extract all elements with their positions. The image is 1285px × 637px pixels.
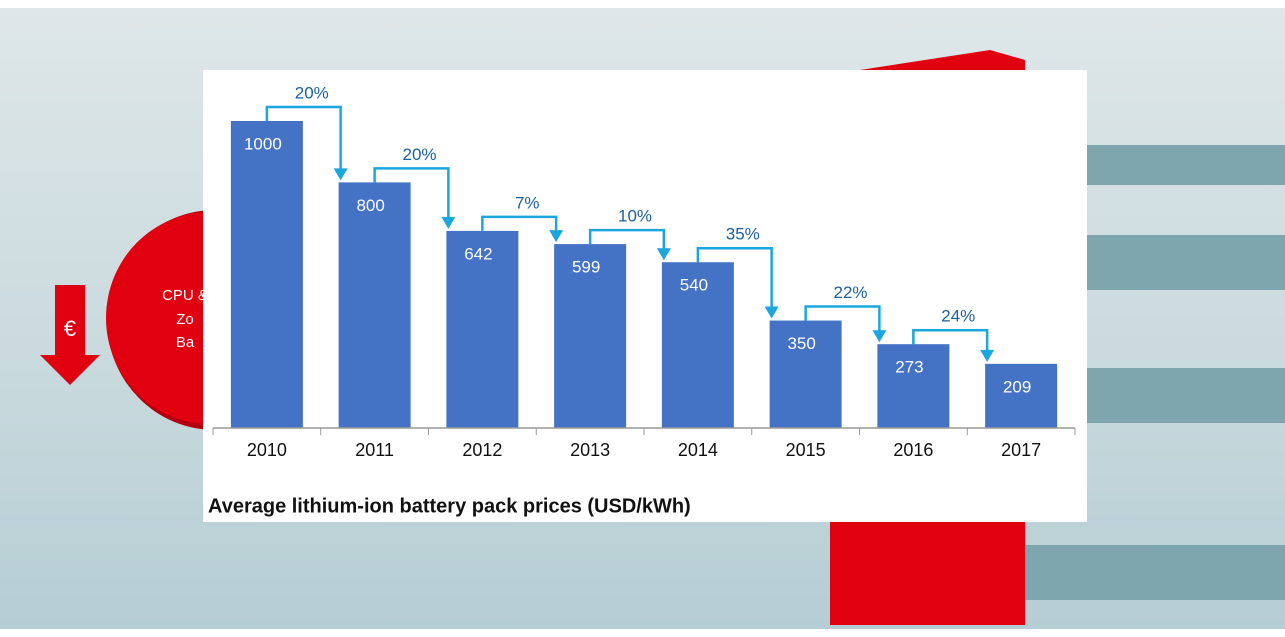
value-label: 350: [787, 334, 815, 353]
x-tick-label: 2017: [1001, 440, 1041, 460]
arrow-head: [441, 216, 456, 229]
change-label: 10%: [618, 207, 652, 226]
x-tick-label: 2016: [893, 440, 933, 460]
arrow-head: [656, 248, 671, 261]
change-label: 20%: [402, 145, 436, 164]
bottom-strip: [0, 629, 1285, 637]
value-label: 273: [895, 358, 923, 377]
bar: [446, 230, 519, 428]
down-arrow: [40, 285, 100, 385]
arrow-head: [980, 349, 995, 362]
disc-text: CPU &: [162, 287, 208, 304]
value-label: 800: [356, 196, 384, 215]
disc-text: Zo: [176, 311, 194, 328]
value-label: 599: [572, 258, 600, 277]
chart-title: Average lithium-ion battery pack prices …: [208, 495, 691, 517]
bar: [877, 344, 950, 428]
x-tick-label: 2015: [786, 440, 826, 460]
change-arrow: [373, 167, 450, 219]
arrow-head: [333, 168, 348, 181]
arrow-head: [872, 330, 887, 343]
change-arrow: [481, 215, 558, 233]
disc-text: Ba: [176, 334, 195, 351]
change-label: 20%: [295, 83, 329, 102]
change-arrow: [588, 228, 666, 251]
bar: [769, 320, 842, 428]
change-label: 35%: [726, 225, 760, 244]
chart: Average lithium-ion battery pack prices …: [208, 83, 1076, 517]
change-arrow: [696, 246, 773, 309]
change-arrow: [804, 305, 881, 333]
top-strip: [0, 0, 1285, 8]
bar: [338, 182, 411, 428]
x-tick-label: 2010: [247, 440, 287, 460]
x-tick-label: 2014: [678, 440, 718, 460]
bar: [661, 262, 734, 428]
value-label: 209: [1003, 377, 1031, 396]
value-label: 642: [464, 244, 492, 263]
arrow-head: [549, 230, 564, 243]
x-tick-label: 2011: [355, 440, 394, 460]
change-label: 24%: [941, 307, 975, 326]
change-label: 7%: [515, 193, 540, 212]
value-label: 1000: [244, 134, 282, 153]
arrow-head: [764, 306, 779, 319]
arrow-symbol: €: [64, 316, 76, 341]
bar: [230, 121, 303, 428]
x-tick-label: 2013: [570, 440, 610, 460]
bar: [985, 363, 1058, 428]
change-label: 22%: [833, 283, 867, 302]
bar: [554, 244, 627, 428]
x-tick-label: 2012: [462, 440, 502, 460]
chart-panel: [203, 70, 1087, 522]
value-label: 540: [680, 276, 708, 295]
stripe: [1025, 545, 1285, 600]
change-arrow: [265, 105, 342, 171]
change-arrow: [912, 328, 989, 352]
